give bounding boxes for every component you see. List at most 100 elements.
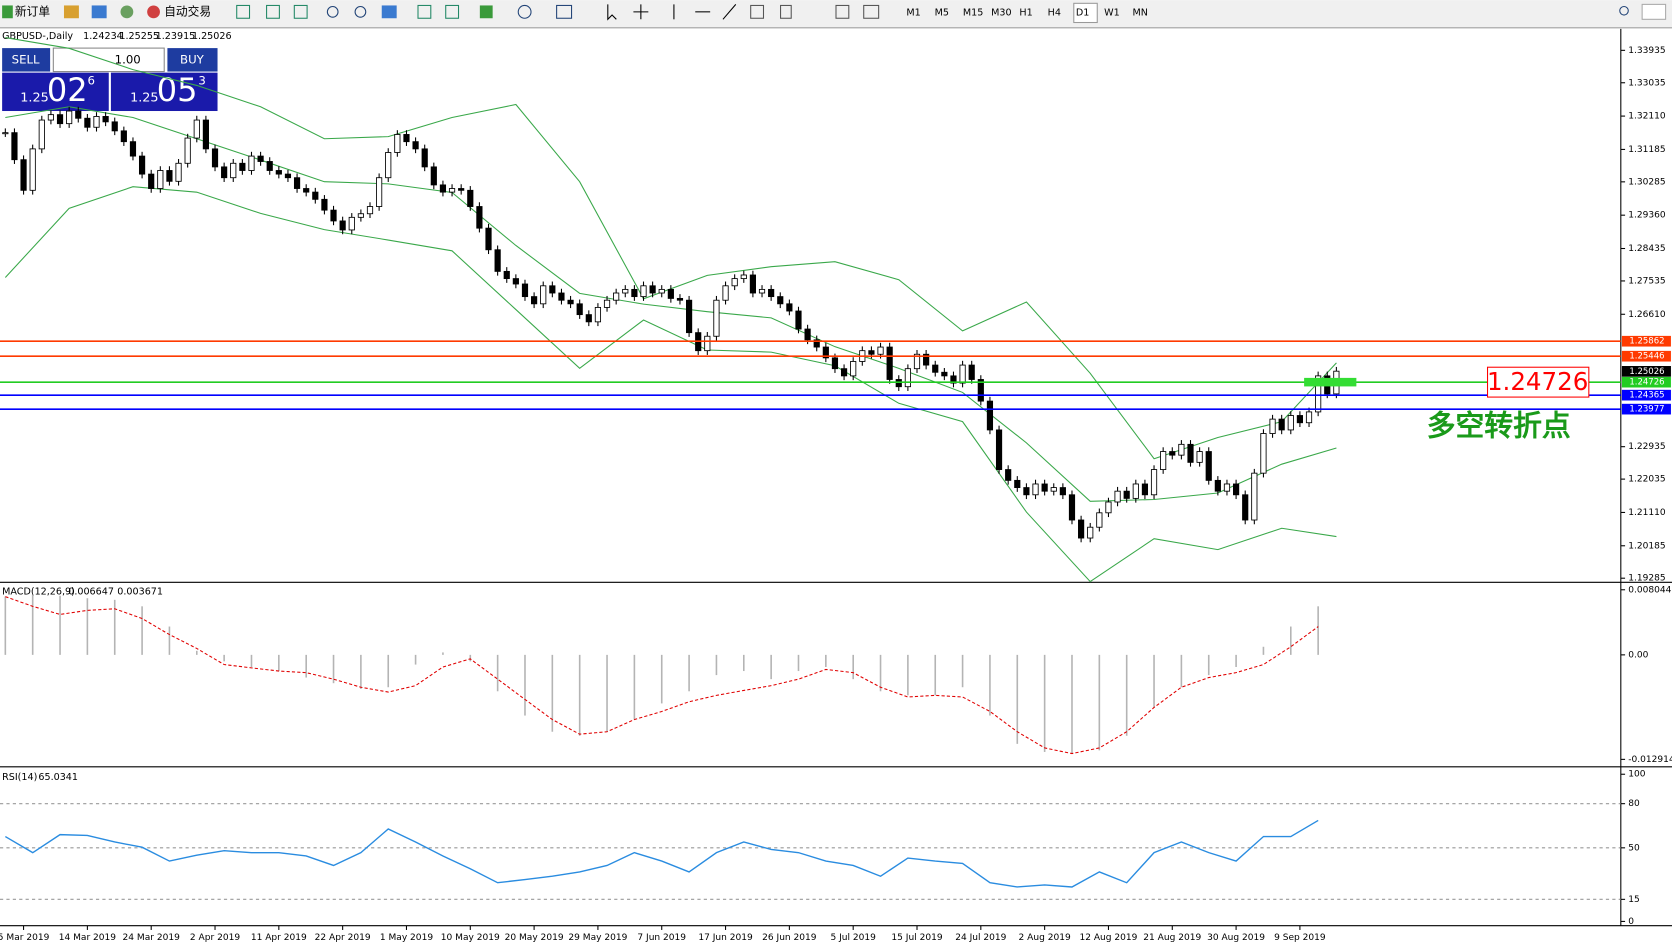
crosshair-tool[interactable] xyxy=(633,4,649,20)
y-tick-label: 0 xyxy=(1628,917,1634,927)
candle xyxy=(521,283,529,298)
toolbar-icon[interactable] xyxy=(293,4,308,19)
candle xyxy=(1096,512,1103,528)
sell-button[interactable] xyxy=(2,48,51,72)
new-order-button[interactable]: 新订单 xyxy=(15,4,50,18)
sell-price-box[interactable] xyxy=(2,72,109,112)
y-tick-label: 1.22035 xyxy=(1628,475,1665,485)
candle xyxy=(722,285,729,301)
timeframe-button[interactable]: W1 xyxy=(1104,7,1120,18)
candle xyxy=(941,371,948,377)
toolbar-icon[interactable] xyxy=(517,4,532,19)
candle xyxy=(166,170,173,182)
candle xyxy=(148,173,155,189)
x-tick-label: 7 Jun 2019 xyxy=(637,933,686,943)
toolbar-icon[interactable] xyxy=(63,5,79,19)
toolbar-icon[interactable] xyxy=(556,4,573,19)
y-tick-label: 1.32110 xyxy=(1628,112,1666,122)
bollinger-upper xyxy=(5,37,1337,460)
timeframe-button[interactable]: M30 xyxy=(991,7,1011,18)
toolbar-icon[interactable] xyxy=(835,4,850,19)
timeframe-button[interactable]: MN xyxy=(1132,7,1147,18)
y-tick-label: 1.30285 xyxy=(1628,177,1665,187)
y-tick-label: 1.26610 xyxy=(1628,310,1666,320)
candle xyxy=(813,339,820,348)
macd-value: 0.006647 xyxy=(68,586,114,597)
zoom-out[interactable] xyxy=(354,5,367,18)
timeframe-button[interactable]: M5 xyxy=(935,7,949,18)
buy-label[interactable]: BUY xyxy=(180,52,205,66)
candle xyxy=(977,379,984,402)
timeframe-button[interactable]: D1 xyxy=(1076,7,1089,18)
candle xyxy=(129,141,137,157)
x-tick-label: 2 Aug 2019 xyxy=(1019,933,1071,943)
candle xyxy=(1068,494,1076,521)
x-tick-label: 30 Aug 2019 xyxy=(1207,933,1265,943)
trendline-tool[interactable] xyxy=(722,4,737,20)
candle xyxy=(1169,451,1176,456)
buy-button[interactable] xyxy=(167,48,218,72)
candle xyxy=(421,148,428,168)
buy-price-box[interactable] xyxy=(110,72,218,112)
sell-label[interactable]: SELL xyxy=(12,52,40,66)
hline-price-label: 1.25862 xyxy=(1629,337,1664,347)
toolbar-icon[interactable] xyxy=(91,5,107,19)
one-click-panel: SELL 1.00 BUY 1.25 02 6 1.25 05 3 xyxy=(2,47,218,112)
candle xyxy=(585,314,592,323)
toolbar-icon[interactable] xyxy=(236,4,251,19)
timeframe-button[interactable]: H4 xyxy=(1048,7,1061,18)
candle xyxy=(1205,451,1212,481)
toolbar-icon[interactable] xyxy=(266,4,280,19)
hline-price-box xyxy=(1621,335,1671,347)
candle xyxy=(157,170,164,189)
x-tick-label: 14 Mar 2019 xyxy=(59,933,117,943)
search-icon[interactable] xyxy=(1619,5,1629,16)
new-order-icon[interactable] xyxy=(2,5,13,19)
candle xyxy=(1242,494,1249,521)
toolbar-icon[interactable] xyxy=(417,4,432,19)
timeframe-button[interactable]: M15 xyxy=(963,7,983,18)
sell-price-point: 6 xyxy=(87,74,94,88)
candle xyxy=(202,119,209,150)
candle xyxy=(385,152,392,179)
toolbar-icon[interactable] xyxy=(750,4,765,19)
chart-area xyxy=(0,28,1621,926)
candle xyxy=(622,288,629,294)
candle xyxy=(394,134,401,153)
candle xyxy=(93,116,100,128)
zoom-in[interactable] xyxy=(326,5,339,18)
hline-price-box xyxy=(1621,403,1671,415)
toolbar-icon[interactable] xyxy=(381,5,397,19)
timeframe-button[interactable]: H1 xyxy=(1019,7,1032,18)
x-tick-label: 24 Mar 2019 xyxy=(123,933,181,943)
auto-trading-button[interactable]: 自动交易 xyxy=(164,4,211,18)
candle xyxy=(458,188,465,191)
hline-price-box xyxy=(1621,389,1671,401)
cursor-tool[interactable] xyxy=(607,4,617,21)
candle xyxy=(1296,415,1304,424)
lot-size[interactable]: 1.00 xyxy=(115,52,141,66)
toolbar-icon[interactable] xyxy=(863,4,880,19)
x-tick-label: 22 Apr 2019 xyxy=(315,933,371,943)
toolbar-icon[interactable] xyxy=(479,5,493,19)
x-tick-label: 2 Apr 2019 xyxy=(190,933,240,943)
toolbar-icon[interactable] xyxy=(120,5,134,19)
timeframe-active xyxy=(1073,2,1098,24)
candle xyxy=(193,119,200,139)
toolbar-icon[interactable] xyxy=(780,4,792,19)
auto-trading-icon[interactable] xyxy=(147,5,160,19)
candle xyxy=(740,274,747,280)
chat-icon[interactable] xyxy=(1641,3,1667,20)
candle xyxy=(959,364,966,384)
macd-title: MACD(12,26,9) xyxy=(2,586,75,597)
timeframe-button[interactable]: M1 xyxy=(906,7,920,18)
ohlc-value: 1.23915 xyxy=(156,31,196,42)
candle xyxy=(284,173,292,179)
candle xyxy=(576,303,583,316)
x-tick-label: 24 Jul 2019 xyxy=(955,933,1006,943)
toolbar-icon[interactable] xyxy=(445,4,460,19)
candle xyxy=(38,119,45,150)
lot-input[interactable] xyxy=(52,47,165,73)
candle xyxy=(1023,487,1030,496)
